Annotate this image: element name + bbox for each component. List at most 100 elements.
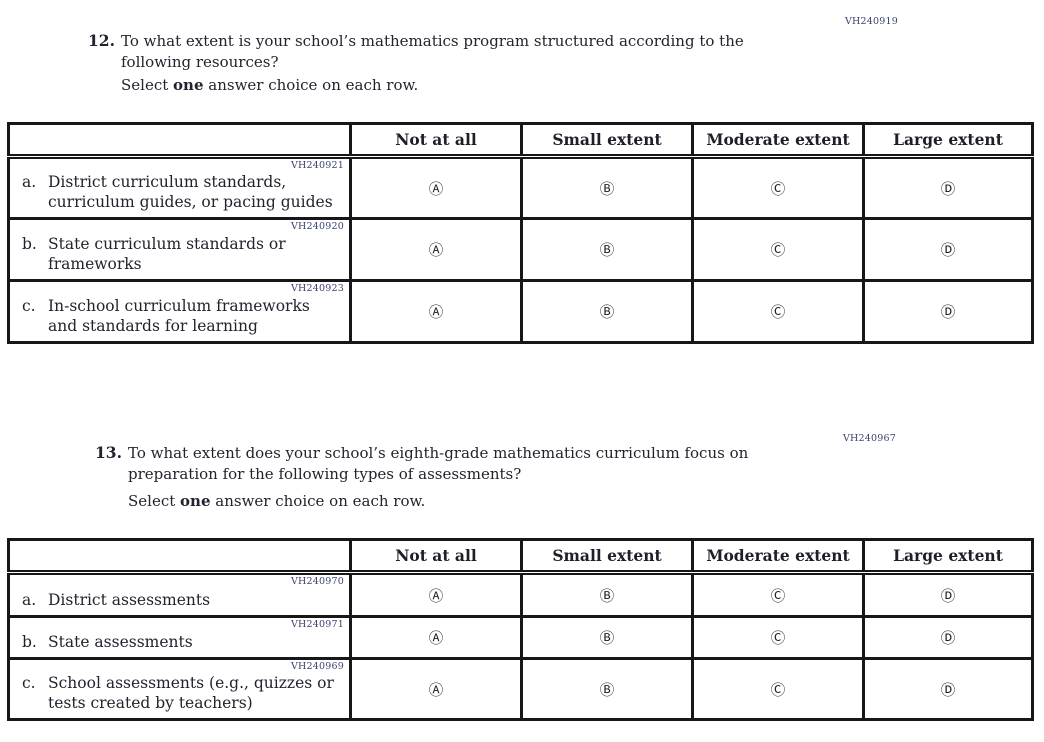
answer-bubble-b[interactable]: Ⓑ <box>599 588 615 605</box>
answer-cell: Ⓑ <box>520 657 694 721</box>
column-header-not-at-all: Not at all <box>349 538 523 575</box>
answer-bubble-c[interactable]: Ⓒ <box>770 682 786 699</box>
answer-cell: Ⓐ <box>349 217 523 282</box>
table-row-a: VH240970 a. District assessments Ⓐ Ⓑ Ⓒ Ⓓ <box>7 571 1034 618</box>
question-12-text-line-2: following resources? <box>121 53 279 71</box>
answer-bubble-d[interactable]: Ⓓ <box>940 305 956 321</box>
instruction-bold-word: one <box>180 492 211 510</box>
answer-cell: Ⓐ <box>349 279 523 344</box>
answer-bubble-a[interactable]: Ⓐ <box>428 631 444 647</box>
row-label-text: District assessments <box>48 591 211 609</box>
row-letter: b. <box>22 633 37 651</box>
answer-bubble-a[interactable]: Ⓐ <box>428 305 444 321</box>
row-code: VH240970 <box>290 576 344 587</box>
row-label-text: School assessments (e.g., quizzes or tes… <box>48 674 334 712</box>
column-header-not-at-all: Not at all <box>349 122 523 159</box>
answer-bubble-d[interactable]: Ⓓ <box>940 588 956 605</box>
question-13-answer-table: Not at all Small extent Moderate extent … <box>7 538 1034 721</box>
question-12-number: 12. <box>88 31 115 50</box>
column-header-moderate-extent: Moderate extent <box>691 538 865 575</box>
table-row-b: VH240920 b. State curriculum standards o… <box>7 217 1034 282</box>
answer-bubble-a[interactable]: Ⓐ <box>428 588 444 605</box>
answer-bubble-b[interactable]: Ⓑ <box>599 305 615 321</box>
column-header-small-extent: Small extent <box>520 122 694 159</box>
instruction-prefix: Select <box>121 76 174 94</box>
column-header-large-extent: Large extent <box>862 122 1034 159</box>
answer-cell: Ⓓ <box>862 571 1034 618</box>
table-row-a: VH240921 a. District curriculum standard… <box>7 155 1034 220</box>
row-letter: b. <box>22 235 37 253</box>
question-13-text: To what extent does your school’s eighth… <box>128 443 828 485</box>
question-13-text-line-1: To what extent does your school’s eighth… <box>128 444 749 462</box>
answer-bubble-a[interactable]: Ⓐ <box>428 243 444 259</box>
row-label-cell: VH240971 b. State assessments <box>7 615 352 660</box>
row-letter: a. <box>22 173 37 191</box>
row-code: VH240920 <box>290 221 344 233</box>
answer-cell: Ⓒ <box>691 217 865 282</box>
instruction-suffix: answer choice on each row. <box>203 76 419 94</box>
answer-cell: Ⓑ <box>520 571 694 618</box>
row-label-text: State assessments <box>48 633 193 651</box>
answer-cell: Ⓐ <box>349 657 523 721</box>
answer-bubble-b[interactable]: Ⓑ <box>599 181 615 198</box>
answer-cell: Ⓓ <box>862 155 1034 220</box>
answer-bubble-b[interactable]: Ⓑ <box>599 682 615 699</box>
instruction-bold-word: one <box>173 76 204 94</box>
row-label-cell: VH240923 c. In-school curriculum framewo… <box>7 279 352 344</box>
column-header-small-extent: Small extent <box>520 538 694 575</box>
empty-header-cell <box>7 538 352 575</box>
answer-cell: Ⓑ <box>520 615 694 660</box>
answer-bubble-a[interactable]: Ⓐ <box>428 682 444 699</box>
row-label-cell: VH240920 b. State curriculum standards o… <box>7 217 352 282</box>
answer-cell: Ⓒ <box>691 155 865 220</box>
row-letter: a. <box>22 591 37 609</box>
table-header-row: Not at all Small extent Moderate extent … <box>7 122 1034 159</box>
row-letter: c. <box>22 297 36 315</box>
answer-cell: Ⓐ <box>349 571 523 618</box>
table-header-row: Not at all Small extent Moderate extent … <box>7 538 1034 575</box>
answer-bubble-d[interactable]: Ⓓ <box>940 181 956 198</box>
question-13-code: VH240967 <box>843 433 897 444</box>
answer-cell: Ⓑ <box>520 217 694 282</box>
answer-bubble-d[interactable]: Ⓓ <box>940 243 956 259</box>
answer-cell: Ⓑ <box>520 279 694 344</box>
answer-cell: Ⓑ <box>520 155 694 220</box>
column-header-large-extent: Large extent <box>862 538 1034 575</box>
question-13-text-line-2: preparation for the following types of a… <box>128 465 522 483</box>
table-row-c: VH240923 c. In-school curriculum framewo… <box>7 279 1034 344</box>
answer-cell: Ⓓ <box>862 657 1034 721</box>
question-12-text-line-1: To what extent is your school’s mathemat… <box>121 32 744 50</box>
table-row-b: VH240971 b. State assessments Ⓐ Ⓑ Ⓒ Ⓓ <box>7 615 1034 660</box>
answer-cell: Ⓒ <box>691 279 865 344</box>
question-12-code: VH240919 <box>845 16 899 27</box>
row-letter: c. <box>22 674 36 692</box>
answer-bubble-b[interactable]: Ⓑ <box>599 631 615 647</box>
row-code: VH240969 <box>290 661 344 673</box>
row-label-text: District curriculum standards, curriculu… <box>48 173 333 211</box>
answer-cell: Ⓐ <box>349 615 523 660</box>
answer-bubble-c[interactable]: Ⓒ <box>770 588 786 605</box>
answer-bubble-d[interactable]: Ⓓ <box>940 682 956 699</box>
answer-bubble-b[interactable]: Ⓑ <box>599 243 615 259</box>
instruction-suffix: answer choice on each row. <box>210 492 426 510</box>
row-label-cell: VH240921 a. District curriculum standard… <box>7 155 352 220</box>
answer-cell: Ⓒ <box>691 571 865 618</box>
row-code: VH240971 <box>290 619 344 631</box>
instruction-prefix: Select <box>128 492 181 510</box>
answer-bubble-c[interactable]: Ⓒ <box>770 243 786 259</box>
answer-bubble-a[interactable]: Ⓐ <box>428 181 444 198</box>
row-label-text: State curriculum standards or frameworks <box>48 235 286 273</box>
answer-bubble-c[interactable]: Ⓒ <box>770 631 786 647</box>
answer-cell: Ⓓ <box>862 279 1034 344</box>
answer-bubble-c[interactable]: Ⓒ <box>770 305 786 321</box>
row-label-cell: VH240969 c. School assessments (e.g., qu… <box>7 657 352 721</box>
table-row-c: VH240969 c. School assessments (e.g., qu… <box>7 657 1034 721</box>
answer-bubble-d[interactable]: Ⓓ <box>940 631 956 647</box>
answer-cell: Ⓓ <box>862 217 1034 282</box>
row-code: VH240923 <box>290 283 344 295</box>
empty-header-cell <box>7 122 352 159</box>
question-12-instruction: Select one answer choice on each row. <box>121 76 418 94</box>
question-12-text: To what extent is your school’s mathemat… <box>121 31 821 73</box>
answer-bubble-c[interactable]: Ⓒ <box>770 181 786 198</box>
